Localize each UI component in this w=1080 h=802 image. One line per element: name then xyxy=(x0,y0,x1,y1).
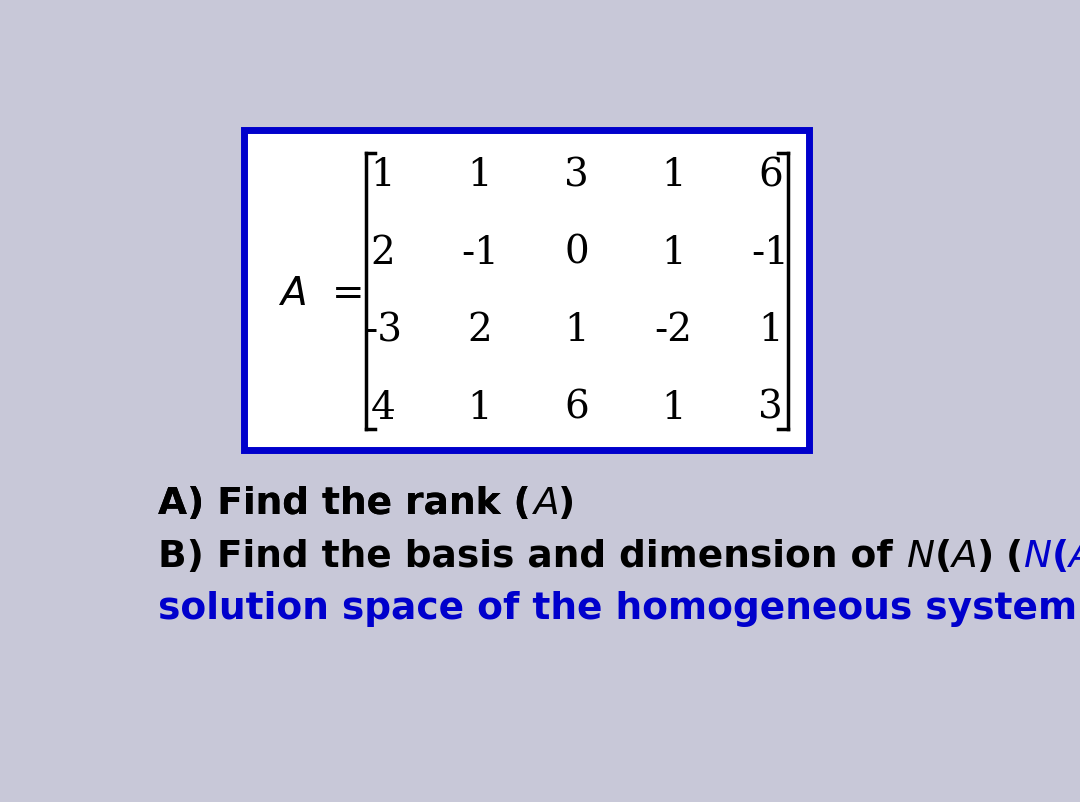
Text: 1: 1 xyxy=(468,157,492,194)
Text: B) Find the basis and dimension of: B) Find the basis and dimension of xyxy=(159,538,906,574)
Text: 2: 2 xyxy=(370,234,395,271)
Text: solution space of the homogeneous system: solution space of the homogeneous system xyxy=(159,590,1080,626)
Text: 3: 3 xyxy=(565,157,589,194)
Text: 2: 2 xyxy=(468,312,492,349)
Text: 1: 1 xyxy=(468,389,492,426)
Text: -2: -2 xyxy=(654,312,692,349)
Text: A) Find the rank (: A) Find the rank ( xyxy=(159,486,531,522)
Text: 6: 6 xyxy=(565,389,589,426)
Bar xyxy=(243,131,809,450)
Text: 1: 1 xyxy=(661,157,686,194)
Text: 1: 1 xyxy=(661,389,686,426)
Text: -1: -1 xyxy=(752,234,789,271)
Text: ): ) xyxy=(558,486,576,522)
Text: 4: 4 xyxy=(370,389,395,426)
Text: $\mathit{N}$($\mathit{A}$): $\mathit{N}$($\mathit{A}$) xyxy=(906,537,993,574)
Text: (: ( xyxy=(993,538,1023,574)
Text: $\mathit{N}$($\mathit{A}$): $\mathit{N}$($\mathit{A}$) xyxy=(1023,537,1080,574)
Text: 1: 1 xyxy=(370,157,395,194)
Text: A) Find the rank (: A) Find the rank ( xyxy=(159,486,531,522)
Text: 1: 1 xyxy=(758,312,783,349)
Text: 1: 1 xyxy=(565,312,589,349)
Text: -3: -3 xyxy=(364,312,402,349)
Text: 0: 0 xyxy=(565,234,589,271)
Text: $A$  =: $A$ = xyxy=(279,276,362,313)
Text: $\mathit{A}$: $\mathit{A}$ xyxy=(531,486,558,522)
Text: 3: 3 xyxy=(758,389,783,426)
Text: 1: 1 xyxy=(661,234,686,271)
Text: -1: -1 xyxy=(461,234,499,271)
Text: 6: 6 xyxy=(758,157,783,194)
